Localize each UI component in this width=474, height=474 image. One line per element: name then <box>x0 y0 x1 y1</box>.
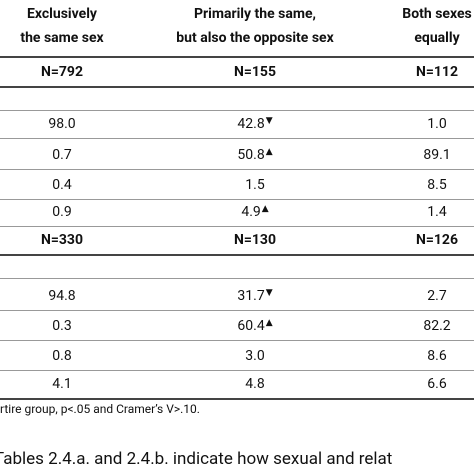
table-cell: 60.4▲ <box>237 318 272 334</box>
group-n: N=792 <box>40 64 84 80</box>
header-line: the same sex <box>20 30 104 46</box>
cell-value: 1.0 <box>427 116 447 132</box>
cell-value: 1.4 <box>427 204 447 220</box>
cell-value: 8.6 <box>427 348 447 364</box>
cell-value: 82.2 <box>423 318 451 334</box>
cell-value: 3.0 <box>245 348 265 364</box>
rule <box>0 110 474 111</box>
significance-marker: ▲ <box>265 318 273 328</box>
cell-value: 98.0 <box>48 116 76 132</box>
table-cell: 4.9▲ <box>241 204 268 220</box>
table-cell: 0.3 <box>52 318 71 334</box>
cell-value: 2.7 <box>427 288 447 304</box>
header-line: equally <box>414 30 460 46</box>
table-cell: 82.2 <box>423 318 450 334</box>
table-cell: 3.0 <box>245 348 264 364</box>
cell-value: 0.3 <box>52 318 72 334</box>
group-n: N=130 <box>233 232 277 248</box>
table-cell: 94.8 <box>48 288 75 304</box>
cell-value: 8.5 <box>427 177 447 193</box>
cell-value: 4.1 <box>52 376 72 392</box>
rule <box>0 310 474 311</box>
cell-value: 6.6 <box>427 376 447 392</box>
table-cell: 89.1 <box>423 147 450 163</box>
cell-value: 31.7 <box>237 288 265 304</box>
footnote: rtire group, p<.05 and Cramer’s V>.10. <box>0 402 200 416</box>
group-n: N=126 <box>415 232 459 248</box>
table-cell: 31.7▼ <box>237 288 272 304</box>
table-cell: 6.6 <box>427 376 446 392</box>
header-line: Exclusively <box>27 6 97 22</box>
rule <box>0 86 474 88</box>
table-cell: 4.1 <box>52 376 71 392</box>
cell-value: 1.5 <box>245 177 265 193</box>
cell-value: 60.4 <box>237 318 265 334</box>
rule <box>0 56 474 58</box>
cell-value: 0.8 <box>52 348 72 364</box>
header-line: but also the opposite sex <box>176 30 334 46</box>
rule <box>0 398 474 400</box>
rule <box>0 199 474 200</box>
group-n: N=112 <box>415 64 459 80</box>
header-line: Primarily the same, <box>194 6 316 22</box>
table-cell: 0.8 <box>52 348 71 364</box>
significance-marker: ▲ <box>261 204 269 214</box>
table-cell: 0.4 <box>52 177 71 193</box>
group-n: N=155 <box>233 64 277 80</box>
header-line: Both sexes <box>402 6 472 22</box>
cell-value: 50.8 <box>237 147 265 163</box>
cell-value: 89.1 <box>423 147 451 163</box>
significance-marker: ▲ <box>265 147 273 157</box>
table-cell: 42.8▼ <box>237 116 272 132</box>
table-cell: 4.8 <box>245 376 264 392</box>
rule <box>0 370 474 371</box>
cell-value: 94.8 <box>48 288 76 304</box>
rule <box>0 226 474 227</box>
table-cell: 2.7 <box>427 288 446 304</box>
column-header: Primarily the same, but also the opposite… <box>176 2 333 50</box>
caption: Tables 2.4.a. and 2.4.b. indicate how se… <box>0 449 393 469</box>
rule <box>0 138 474 139</box>
table-cell: 0.9 <box>52 204 71 220</box>
column-header: Exclusively the same sex <box>20 2 103 50</box>
cell-value: 4.8 <box>245 376 265 392</box>
rule <box>0 169 474 170</box>
cell-value: 0.9 <box>52 204 72 220</box>
column-header: Both sexes equally <box>402 2 471 50</box>
cell-value: 42.8 <box>237 116 265 132</box>
cell-value: 0.4 <box>52 177 72 193</box>
table-cell: 8.6 <box>427 348 446 364</box>
table-cell: 98.0 <box>48 116 75 132</box>
group-n: N=330 <box>40 232 84 248</box>
table-cell: 1.0 <box>427 116 446 132</box>
rule <box>0 278 474 279</box>
rule <box>0 340 474 341</box>
table-cell: 1.5 <box>245 177 264 193</box>
table-cell: 1.4 <box>427 204 446 220</box>
significance-marker: ▼ <box>265 116 273 126</box>
table-cell: 0.7 <box>52 147 71 163</box>
significance-marker: ▼ <box>265 288 273 298</box>
rule <box>0 254 474 256</box>
table-cell: 8.5 <box>427 177 446 193</box>
cell-value: 0.7 <box>52 147 72 163</box>
table-cell: 50.8▲ <box>237 147 272 163</box>
cell-value: 4.9 <box>241 204 261 220</box>
